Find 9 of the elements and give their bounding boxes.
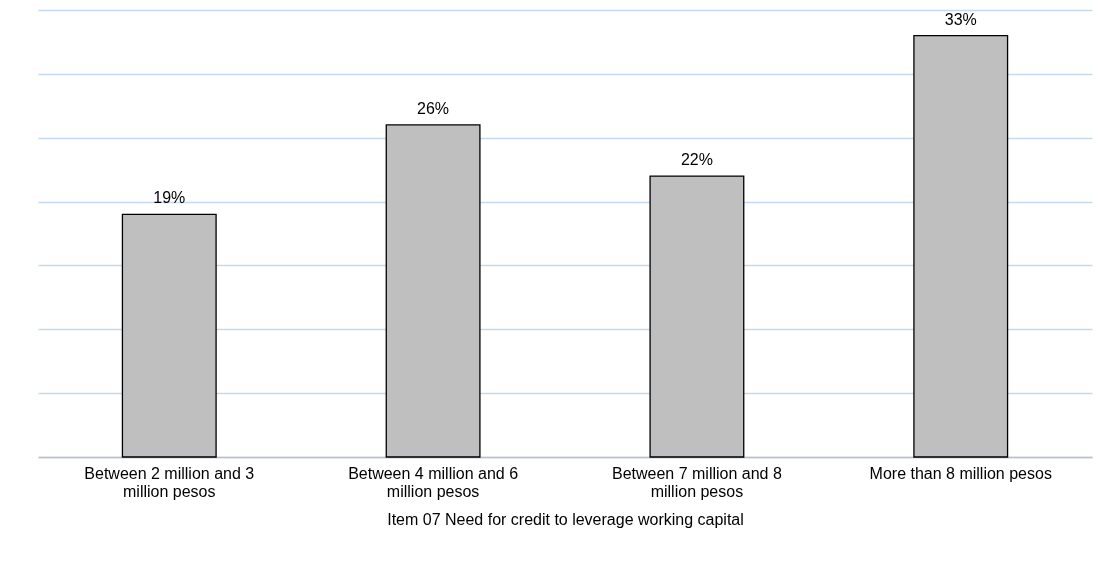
x-axis-title: Item 07 Need for credit to leverage working capital: [387, 510, 744, 528]
x-tick-label: Between 4 million and 6 million pesos: [348, 464, 519, 500]
x-tick-label: Between 7 million and 8 million pesos: [611, 464, 782, 500]
x-tick-label: Between 2 million and 3 million pesos: [84, 464, 255, 500]
data-label: 22%: [680, 151, 713, 169]
x-tick-label: More than 8 million pesos: [869, 464, 1052, 482]
data-label: 26%: [417, 99, 450, 117]
data-label: 33%: [944, 10, 977, 28]
data-label: 19%: [153, 189, 186, 207]
